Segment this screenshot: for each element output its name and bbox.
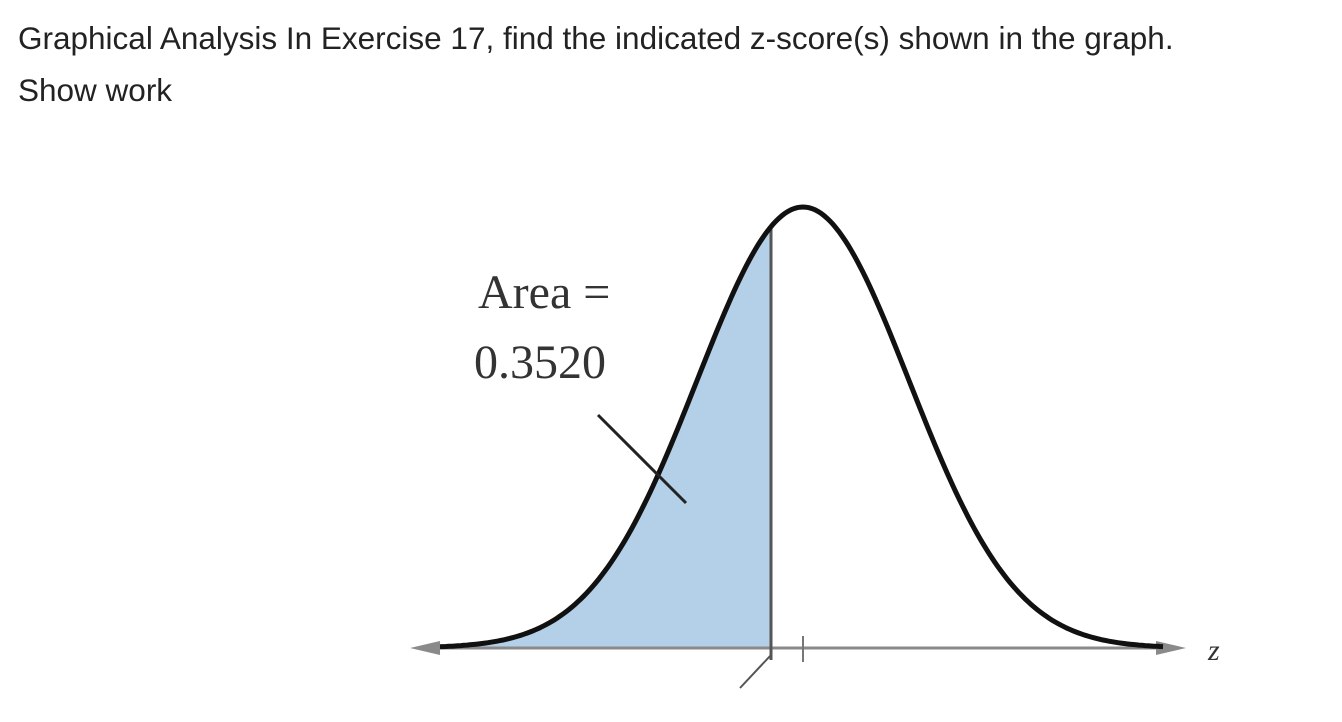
- question-text: Graphical Analysis In Exercise 17, find …: [18, 20, 1174, 108]
- shaded-area: [440, 226, 771, 648]
- axis-label: z: [1207, 634, 1220, 667]
- bell-curve: [439, 204, 1164, 650]
- axis-arrow-left: [410, 641, 440, 655]
- axis-arrow-right: [1156, 641, 1186, 655]
- area-value: 0.3520: [474, 336, 606, 389]
- z-pointer: [739, 654, 772, 689]
- area-label: Area =: [478, 266, 610, 319]
- area-leader-line: [596, 413, 688, 505]
